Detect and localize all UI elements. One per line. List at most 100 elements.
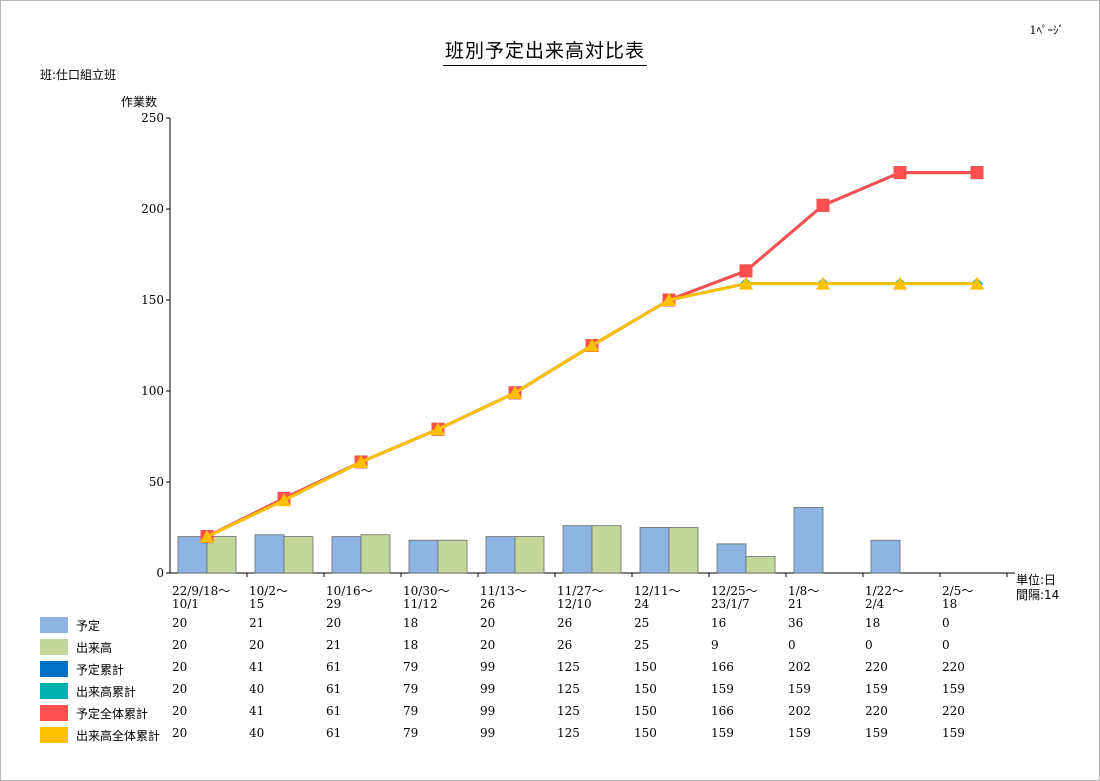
table-cell: 220 (865, 704, 888, 718)
bar-actual (437, 539, 468, 574)
table-cell: 20 (326, 616, 342, 630)
series-marker (739, 276, 753, 290)
bar-plan (870, 539, 901, 574)
legend-swatch (40, 617, 68, 633)
x-tick-label: 15 (249, 597, 264, 611)
legend-label: 予定 (76, 618, 101, 633)
table-cell: 41 (249, 704, 265, 718)
series-marker (816, 198, 830, 212)
table-cell: 20 (172, 660, 188, 674)
table-cell: 166 (711, 704, 734, 718)
table-cell: 18 (865, 616, 881, 630)
x-tick-label: 12/10 (557, 597, 592, 611)
x-tick-label: 24 (634, 597, 650, 611)
bar-plan (793, 507, 824, 574)
legend-row: 予定 (40, 617, 100, 633)
table-cell: 26 (557, 616, 573, 630)
x-tick-label: 26 (480, 597, 495, 611)
table-cell: 220 (865, 660, 888, 674)
table-cell: 166 (711, 660, 734, 674)
series-marker (893, 276, 907, 290)
legend-swatch (40, 661, 68, 677)
x-tick-label: 11/12 (403, 597, 438, 611)
legend-label: 予定累計 (76, 662, 125, 677)
table-cell: 150 (634, 726, 657, 740)
bar-actual (283, 536, 314, 574)
series-line (206, 282, 977, 538)
table-cell: 99 (480, 682, 496, 696)
legend-row: 出来高 (40, 639, 112, 655)
group-label: 班:仕口組立班 (40, 68, 117, 82)
table-cell: 79 (403, 704, 419, 718)
table-cell: 159 (942, 682, 965, 696)
legend-swatch (40, 683, 68, 699)
table-cell: 36 (788, 616, 804, 630)
y-tick-label: 200 (141, 202, 164, 216)
table-cell: 99 (480, 726, 496, 740)
legend-label: 出来高 (76, 640, 113, 655)
legend-label: 予定全体累計 (76, 706, 149, 721)
table-cell: 20 (172, 726, 188, 740)
bar-actual (514, 536, 545, 574)
table-cell: 99 (480, 660, 496, 674)
x-tick-label: 10/2～ (249, 584, 288, 598)
legend-row: 予定全体累計 (40, 705, 148, 721)
table-cell: 159 (865, 682, 888, 696)
table-cell: 9 (711, 638, 719, 652)
table-cell: 20 (480, 638, 496, 652)
table-cell: 79 (403, 682, 419, 696)
bar-actual (668, 527, 699, 574)
table-cell: 61 (326, 726, 342, 740)
table-cell: 18 (403, 616, 419, 630)
table-cell: 99 (480, 704, 496, 718)
table-cell: 125 (557, 704, 580, 718)
table-cell: 61 (326, 682, 342, 696)
table-cell: 125 (557, 660, 580, 674)
table-cell: 21 (326, 638, 342, 652)
table-cell: 61 (326, 704, 342, 718)
legend-swatch (40, 705, 68, 721)
bar-plan (254, 534, 285, 574)
table-cell: 25 (634, 616, 650, 630)
table-cell: 159 (865, 726, 888, 740)
table-cell: 20 (172, 616, 188, 630)
report-title: 班別予定出来高対比表 (443, 36, 648, 66)
x-tick-label: 12/25～ (711, 584, 758, 598)
legend-label: 出来高累計 (76, 684, 137, 699)
series-marker (739, 264, 753, 278)
series-marker (431, 422, 445, 436)
x-tick-label: 11/13～ (480, 584, 527, 598)
table-cell: 125 (557, 726, 580, 740)
table-cell: 159 (711, 726, 734, 740)
series-marker (662, 293, 676, 306)
table-cell: 159 (942, 726, 965, 740)
table-cell: 20 (249, 638, 265, 652)
legend-swatch (40, 639, 68, 655)
legend-row: 出来高累計 (40, 683, 136, 699)
x-tick-label: 10/30～ (403, 584, 450, 598)
table-cell: 16 (711, 616, 727, 630)
table-cell: 79 (403, 726, 419, 740)
table-cell: 41 (249, 660, 265, 674)
table-cell: 220 (942, 704, 965, 718)
series-marker (354, 454, 368, 468)
bar-actual (206, 536, 237, 574)
table-cell: 150 (634, 660, 657, 674)
x-tick-label: 22/9/18～ (172, 584, 230, 598)
table-cell: 125 (557, 682, 580, 696)
x-tick-label: 12/11～ (634, 584, 681, 598)
x-tick-label: 10/16～ (326, 584, 373, 598)
x-tick-label: 2/5～ (942, 584, 973, 598)
legend-label: 出来高全体累計 (76, 728, 161, 743)
bar-plan (331, 536, 362, 574)
bar-actual (591, 525, 622, 574)
table-cell: 20 (480, 616, 496, 630)
table-cell: 150 (634, 682, 657, 696)
unit-label: 単位:日 (1016, 573, 1057, 587)
series-marker (277, 493, 291, 507)
x-tick-label: 1/8～ (788, 584, 819, 598)
series-marker (816, 276, 830, 290)
x-tick-label: 11/27～ (557, 584, 604, 598)
x-tick-label: 10/1 (172, 597, 199, 611)
